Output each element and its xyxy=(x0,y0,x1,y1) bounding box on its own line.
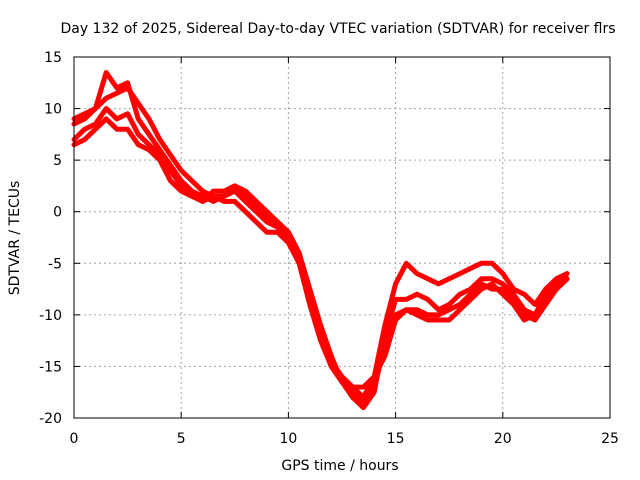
y-tick-label: -5 xyxy=(48,256,62,272)
y-tick-label: -10 xyxy=(39,308,62,324)
chart-title: Day 132 of 2025, Sidereal Day-to-day VTE… xyxy=(60,21,615,37)
series-track-4 xyxy=(71,106,570,390)
y-tick-label: 0 xyxy=(53,205,62,221)
x-tick-label: 10 xyxy=(279,431,297,447)
y-tick-label: -20 xyxy=(39,411,62,427)
x-tick-labels: 0 5 10 15 20 25 xyxy=(70,431,619,447)
series-layer xyxy=(71,70,570,411)
y-tick-label: 15 xyxy=(44,50,62,66)
x-tick-label: 15 xyxy=(387,431,405,447)
grid-lines xyxy=(74,57,610,418)
x-tick-label: 20 xyxy=(494,431,512,447)
axis-ticks xyxy=(73,56,611,419)
y-tick-labels: 15 10 5 0 -5 -10 -15 -20 xyxy=(39,50,62,427)
y-axis-label: SDTVAR / TECUs xyxy=(7,181,23,296)
series-track-1 xyxy=(71,116,570,405)
x-axis-label: GPS time / hours xyxy=(281,458,398,474)
x-tick-label: 25 xyxy=(601,431,619,447)
x-tick-label: 5 xyxy=(177,431,186,447)
x-tick-label: 0 xyxy=(70,431,79,447)
y-tick-label: 5 xyxy=(53,153,62,169)
y-tick-label: -15 xyxy=(39,359,62,375)
plot-frame xyxy=(73,56,611,419)
series-track-3 xyxy=(71,70,570,411)
y-tick-label: 10 xyxy=(44,102,62,118)
